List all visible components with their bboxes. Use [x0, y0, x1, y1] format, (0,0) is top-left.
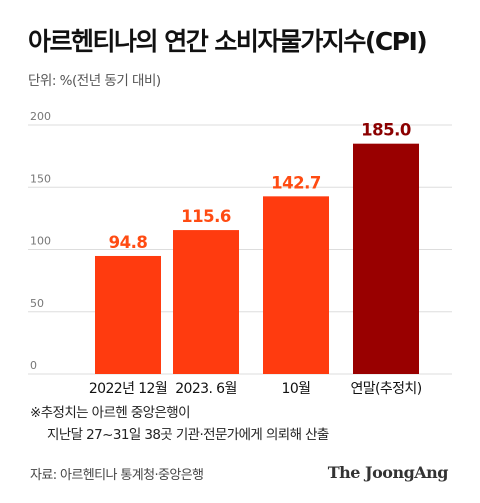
- footnote-line-1: ※추정치는 아르헨 중앙은행이: [30, 405, 191, 421]
- x-tick-label: 2023. 6월: [175, 381, 237, 397]
- x-tick-label: 2022년 12월: [89, 381, 167, 397]
- y-tick-label: 100: [30, 235, 51, 248]
- bar-1: [95, 255, 161, 374]
- brand-logo: The JoongAng: [327, 463, 449, 482]
- data-label: 185.0: [361, 121, 411, 140]
- y-tick-label: 200: [30, 110, 51, 123]
- data-label: 142.7: [271, 173, 321, 192]
- source-note: 자료: 아르헨티나 통계청·중앙은행: [30, 468, 204, 483]
- data-label: 94.8: [109, 233, 148, 252]
- bar-layer: [95, 143, 419, 374]
- y-tick-label: 150: [30, 172, 51, 185]
- unit-label: 단위: %(전년 동기 대비): [28, 73, 161, 89]
- y-tick-label: 0: [30, 359, 37, 372]
- data-label: 115.6: [181, 207, 231, 226]
- cpi-bar-chart: 0 50 100 150 200 94.8 2022년 12월 115.6 2023. 6월 14…: [28, 110, 452, 397]
- footnote: ※추정치는 아르헨 중앙은행이 지난달 27~31일 38곳 기관·전문가에게 …: [30, 402, 329, 446]
- chart-title: 아르헨티나의 연간 소비자물가지수(CPI): [28, 27, 428, 56]
- footnote-line-2: 지난달 27~31일 38곳 기관·전문가에게 의뢰해 산출: [47, 427, 329, 443]
- y-tick-label: 50: [30, 297, 44, 310]
- bar-3: [263, 196, 329, 374]
- x-tick-label: 연말(추정치): [350, 381, 421, 397]
- bar-2: [173, 230, 239, 374]
- bar-4: [353, 143, 419, 374]
- x-tick-label: 10월: [282, 381, 311, 397]
- label-layer: 0 50 100 150 200 94.8 2022년 12월 115.6 2023. 6월 14…: [30, 110, 422, 397]
